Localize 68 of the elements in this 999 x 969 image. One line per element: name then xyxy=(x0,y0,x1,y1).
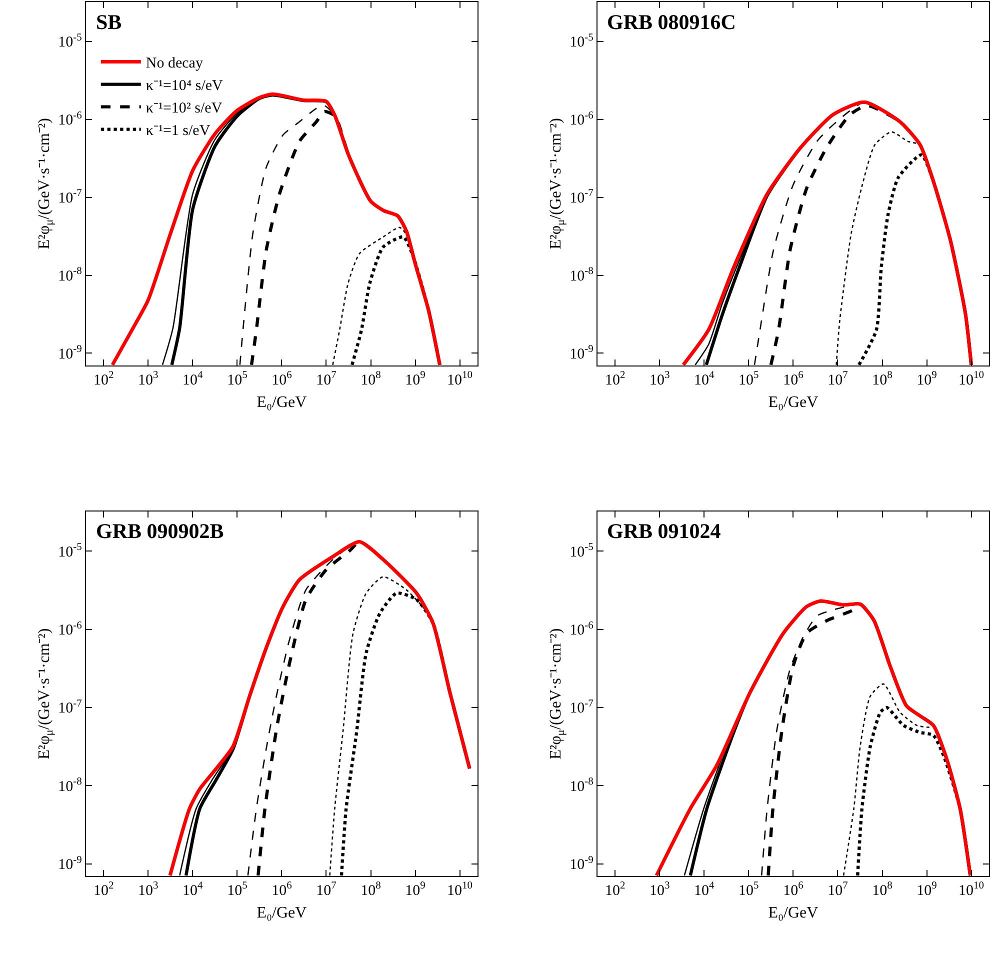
y-tick-label: 10$^{-8}$ xyxy=(58,776,82,795)
x-tick-label: 10$^{9}$ xyxy=(916,370,937,388)
y-tick-label: 10$^{-5}$ xyxy=(58,542,82,560)
y-tick-label: 10$^{-6}$ xyxy=(58,620,82,639)
x-tick-label: 10$^{7}$ xyxy=(316,370,336,388)
x-tick-label: 10$^{5}$ xyxy=(738,880,759,899)
x-axis-title: E₀/GeV xyxy=(768,904,819,922)
x-axis-title: E₀/GeV xyxy=(256,394,308,412)
y-tick-label: 10$^{-8}$ xyxy=(570,266,594,285)
legend-label: No decay xyxy=(146,56,204,72)
x-tick-label: 10$^{7}$ xyxy=(316,880,336,899)
chart-title: GRB 091024 xyxy=(607,519,722,543)
y-tick-label: 10$^{-5}$ xyxy=(570,32,594,51)
x-tick-label: 10$^{4}$ xyxy=(182,370,204,388)
y-tick-label: 10$^{-7}$ xyxy=(58,188,82,207)
legend-label: κ⁻¹=10⁴ s/eV xyxy=(146,78,224,94)
y-tick-label: 10$^{-6}$ xyxy=(570,620,594,639)
x-tick-label: 10$^{9}$ xyxy=(405,370,426,388)
x-tick-label: 10$^{10}$ xyxy=(958,880,984,899)
x-tick-label: 10$^{3}$ xyxy=(138,370,158,388)
x-axis-title: E₀/GeV xyxy=(256,904,308,922)
x-axis-title: E₀/GeV xyxy=(768,394,819,412)
legend-label: κ⁻¹=1 s/eV xyxy=(146,123,210,140)
x-tick-label: 10$^{10}$ xyxy=(958,370,984,388)
x-tick-label: 10$^{9}$ xyxy=(916,880,937,899)
y-tick-label: 10$^{-9}$ xyxy=(570,854,594,874)
x-tick-label: 10$^{8}$ xyxy=(872,370,892,388)
x-tick-label: 10$^{2}$ xyxy=(604,370,626,388)
x-tick-label: 10$^{8}$ xyxy=(360,880,381,899)
x-tick-label: 10$^{2}$ xyxy=(604,880,626,899)
x-tick-label: 10$^{4}$ xyxy=(694,880,716,899)
y-tick-label: 10$^{-7}$ xyxy=(58,698,82,717)
y-tick-label: 10$^{-5}$ xyxy=(58,32,82,51)
x-tick-label: 10$^{7}$ xyxy=(828,880,848,899)
x-tick-label: 10$^{5}$ xyxy=(738,370,759,388)
x-tick-label: 10$^{6}$ xyxy=(272,370,292,388)
x-tick-label: 10$^{9}$ xyxy=(405,880,426,899)
y-tick-label: 10$^{-9}$ xyxy=(570,344,594,362)
x-tick-label: 10$^{5}$ xyxy=(227,880,248,899)
y-tick-label: 10$^{-6}$ xyxy=(58,110,82,129)
x-tick-label: 10$^{3}$ xyxy=(650,370,670,388)
legend-label: κ⁻¹=10² s/eV xyxy=(146,100,222,117)
x-tick-label: 10$^{8}$ xyxy=(360,370,381,388)
chart-title: SB xyxy=(96,10,122,34)
chart-title: GRB 080916C xyxy=(607,10,736,34)
x-tick-label: 10$^{6}$ xyxy=(783,370,804,388)
x-tick-label: 10$^{6}$ xyxy=(272,880,292,899)
y-tick-label: 10$^{-8}$ xyxy=(58,266,82,285)
x-tick-label: 10$^{5}$ xyxy=(227,370,248,388)
x-tick-label: 10$^{3}$ xyxy=(650,880,670,899)
y-tick-label: 10$^{-8}$ xyxy=(570,776,594,795)
chart-title: GRB 090902B xyxy=(96,519,224,543)
y-tick-label: 10$^{-7}$ xyxy=(570,188,594,207)
x-tick-label: 10$^{8}$ xyxy=(872,880,892,899)
x-tick-label: 10$^{10}$ xyxy=(447,370,473,388)
y-tick-label: 10$^{-6}$ xyxy=(570,110,594,129)
y-tick-label: 10$^{-5}$ xyxy=(570,542,594,560)
x-tick-label: 10$^{4}$ xyxy=(182,880,204,899)
x-tick-label: 10$^{2}$ xyxy=(94,880,114,899)
x-tick-label: 10$^{7}$ xyxy=(828,370,848,388)
x-tick-label: 10$^{6}$ xyxy=(783,880,804,899)
y-tick-label: 10$^{-9}$ xyxy=(58,344,82,362)
y-tick-label: 10$^{-7}$ xyxy=(570,698,594,717)
x-tick-label: 10$^{4}$ xyxy=(694,370,716,388)
x-tick-label: 10$^{3}$ xyxy=(138,880,158,899)
x-tick-label: 10$^{10}$ xyxy=(447,880,473,899)
y-tick-label: 10$^{-9}$ xyxy=(58,854,82,874)
x-tick-label: 10$^{2}$ xyxy=(94,370,114,388)
